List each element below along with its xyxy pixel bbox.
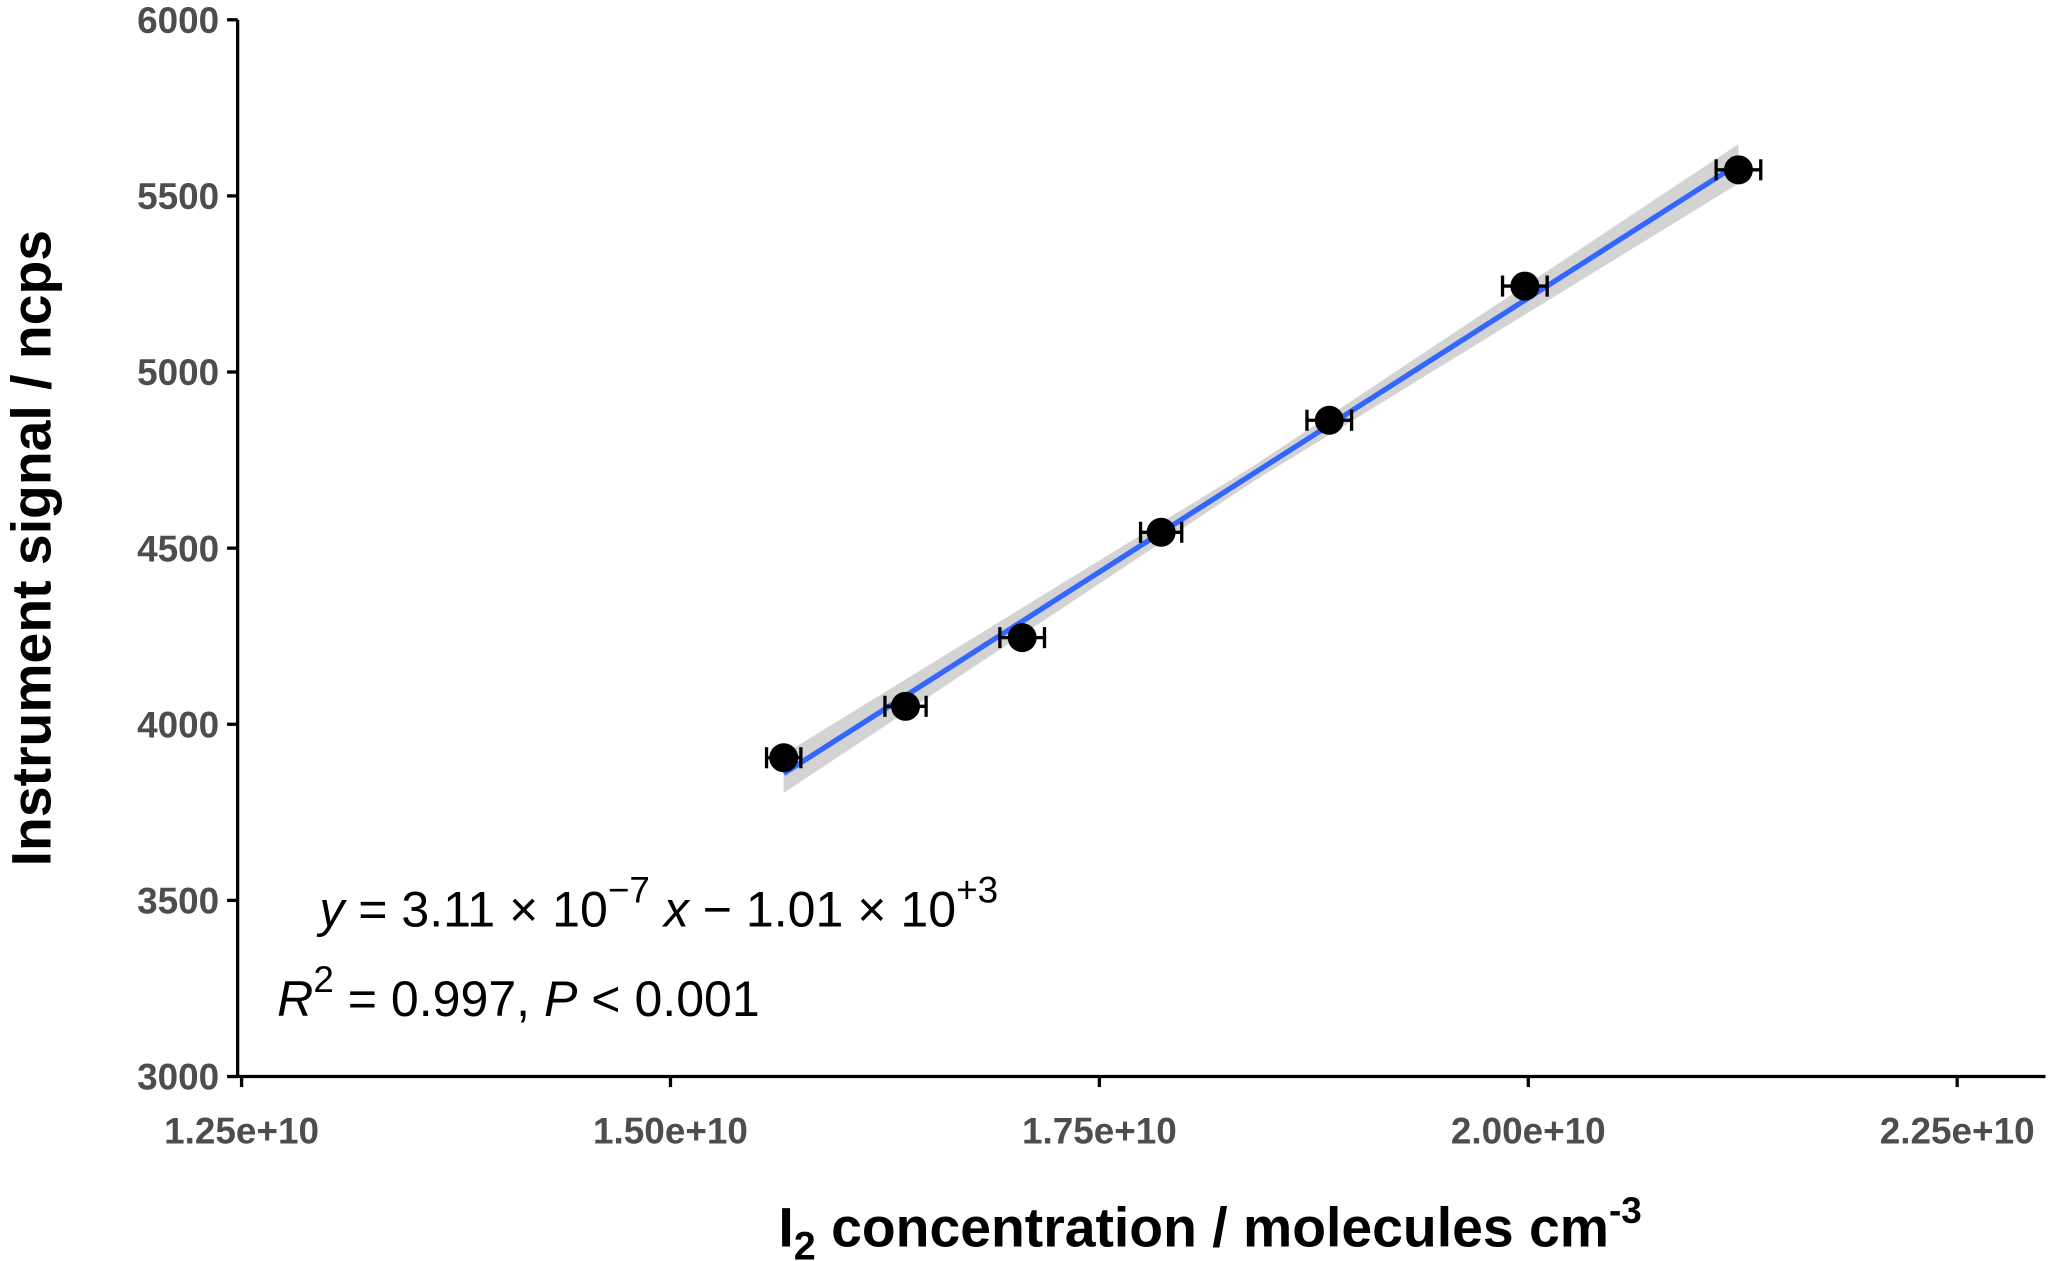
stats-part: P [544,971,578,1027]
y-tick-label: 3500 [137,881,219,922]
x-tick-label: 2.00e+10 [1451,1111,1606,1152]
eq-part: = 3.11 × 10 [344,881,608,937]
y-tick-label: 5000 [137,352,219,393]
y-axis-title: Instrument signal / ncps [1,230,63,866]
y-tick-label: 4500 [137,528,219,569]
eq-part: − 1.01 × 10 [689,881,956,937]
x-axis-title: I2 concentration / molecules cm-3 [778,1190,1641,1261]
y-tick-label: 5500 [137,176,219,217]
eq-sup: −7 [608,870,650,911]
point [1510,271,1540,301]
x-tick-label: 1.75e+10 [1022,1111,1177,1152]
x-title-part: I [778,1197,793,1259]
x-title-part: concentration / molecules cm [816,1197,1609,1259]
stats-sup: 2 [313,959,334,1000]
x-title-sub: 2 [794,1225,816,1261]
stats-part: R [277,971,313,1027]
equation: y = 3.11 × 10−7 x − 1.01 × 10+3 [316,870,998,938]
x-tick-label: 1.25e+10 [164,1111,319,1152]
stats-part: < 0.001 [577,971,759,1027]
point [1146,517,1176,547]
point [1314,405,1344,435]
eq-part: y [316,881,347,937]
x-tick-label: 1.50e+10 [593,1111,748,1152]
eq-part: x [650,881,691,937]
y-tick-label: 3000 [137,1057,219,1098]
stats-part: = 0.997, [334,971,544,1027]
x-tick-label: 2.25e+10 [1880,1111,2035,1152]
plot [764,144,1763,793]
point [1723,155,1753,185]
point [891,691,921,721]
eq-sup: +3 [956,870,998,911]
y-tick-label: 6000 [137,0,219,41]
fit-line [782,161,1740,776]
stats: R2 = 0.997, P < 0.001 [277,959,760,1027]
point [769,743,799,773]
y-tick-label: 4000 [137,704,219,745]
point [1007,623,1037,653]
x-title-sup: -3 [1609,1190,1642,1231]
